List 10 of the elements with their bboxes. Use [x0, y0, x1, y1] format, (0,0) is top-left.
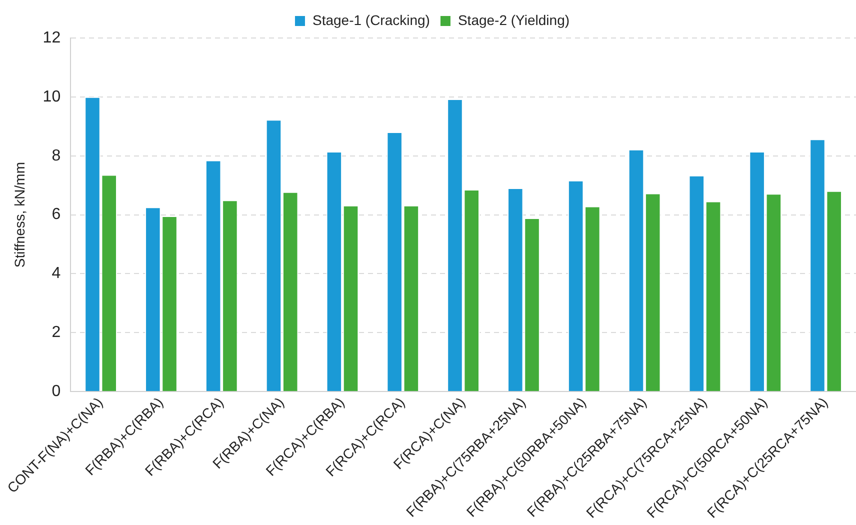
legend-label: Stage-2 (Yielding)	[458, 12, 570, 28]
y-tick-label: 0	[52, 383, 61, 400]
y-axis-title: Stiffness, kN/mm	[11, 162, 28, 268]
y-tick-label: 12	[42, 29, 61, 46]
y-tick-label: 2	[52, 324, 61, 342]
legend-label: Stage-1 (Cracking)	[312, 12, 430, 28]
y-tick-label: 10	[42, 88, 61, 106]
y-tick-label: 6	[52, 206, 61, 224]
y-tick-label: 4	[52, 265, 61, 282]
y-tick-label: 8	[52, 147, 61, 164]
